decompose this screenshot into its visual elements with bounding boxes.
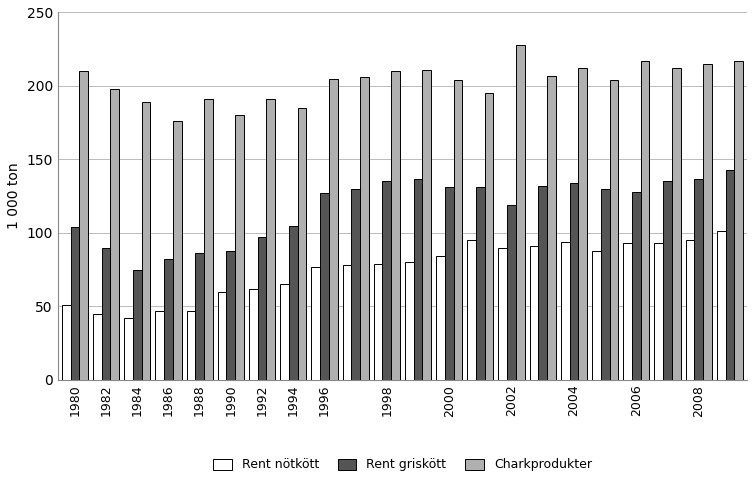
Bar [298, 108, 306, 380]
Bar [79, 71, 88, 380]
Bar [133, 270, 142, 380]
Bar [529, 246, 538, 380]
Bar [266, 99, 275, 380]
Bar [601, 189, 609, 380]
Bar [110, 89, 119, 380]
Bar [280, 284, 289, 380]
Bar [62, 305, 71, 380]
Bar [454, 80, 462, 380]
Bar [561, 242, 569, 380]
Bar [124, 318, 133, 380]
Bar [507, 205, 516, 380]
Bar [538, 186, 547, 380]
Bar [71, 227, 79, 380]
Bar [360, 77, 369, 380]
Bar [142, 102, 150, 380]
Bar [258, 237, 266, 380]
Bar [382, 182, 391, 380]
Bar [186, 311, 195, 380]
Bar [195, 253, 204, 380]
Bar [405, 262, 414, 380]
Bar [734, 61, 743, 380]
Bar [235, 115, 244, 380]
Bar [654, 243, 664, 380]
Bar [569, 183, 578, 380]
Bar [249, 289, 258, 380]
Bar [476, 187, 485, 380]
Bar [320, 193, 329, 380]
Bar [204, 99, 213, 380]
Bar [694, 179, 703, 380]
Bar [516, 45, 525, 380]
Bar [664, 182, 672, 380]
Bar [672, 68, 681, 380]
Bar [218, 292, 226, 380]
Bar [485, 94, 493, 380]
Bar [311, 267, 320, 380]
Bar [467, 240, 476, 380]
Bar [164, 260, 173, 380]
Bar [155, 311, 164, 380]
Bar [436, 257, 445, 380]
Bar [547, 75, 556, 380]
Bar [351, 189, 360, 380]
Bar [498, 247, 507, 380]
Legend: Rent nötkött, Rent griskött, Charkprodukter: Rent nötkött, Rent griskött, Charkproduk… [208, 453, 597, 476]
Bar [703, 64, 712, 380]
Bar [578, 68, 587, 380]
Bar [289, 225, 298, 380]
Bar [685, 240, 694, 380]
Bar [102, 247, 110, 380]
Bar [93, 314, 102, 380]
Bar [329, 78, 338, 380]
Bar [391, 71, 400, 380]
Bar [414, 179, 422, 380]
Bar [226, 250, 235, 380]
Bar [717, 231, 725, 380]
Bar [632, 192, 641, 380]
Bar [173, 121, 182, 380]
Bar [725, 169, 734, 380]
Bar [422, 70, 431, 380]
Bar [624, 243, 632, 380]
Bar [641, 61, 649, 380]
Bar [609, 80, 618, 380]
Bar [342, 265, 351, 380]
Y-axis label: 1 000 ton: 1 000 ton [7, 163, 21, 229]
Bar [374, 264, 382, 380]
Bar [592, 250, 601, 380]
Bar [445, 187, 454, 380]
